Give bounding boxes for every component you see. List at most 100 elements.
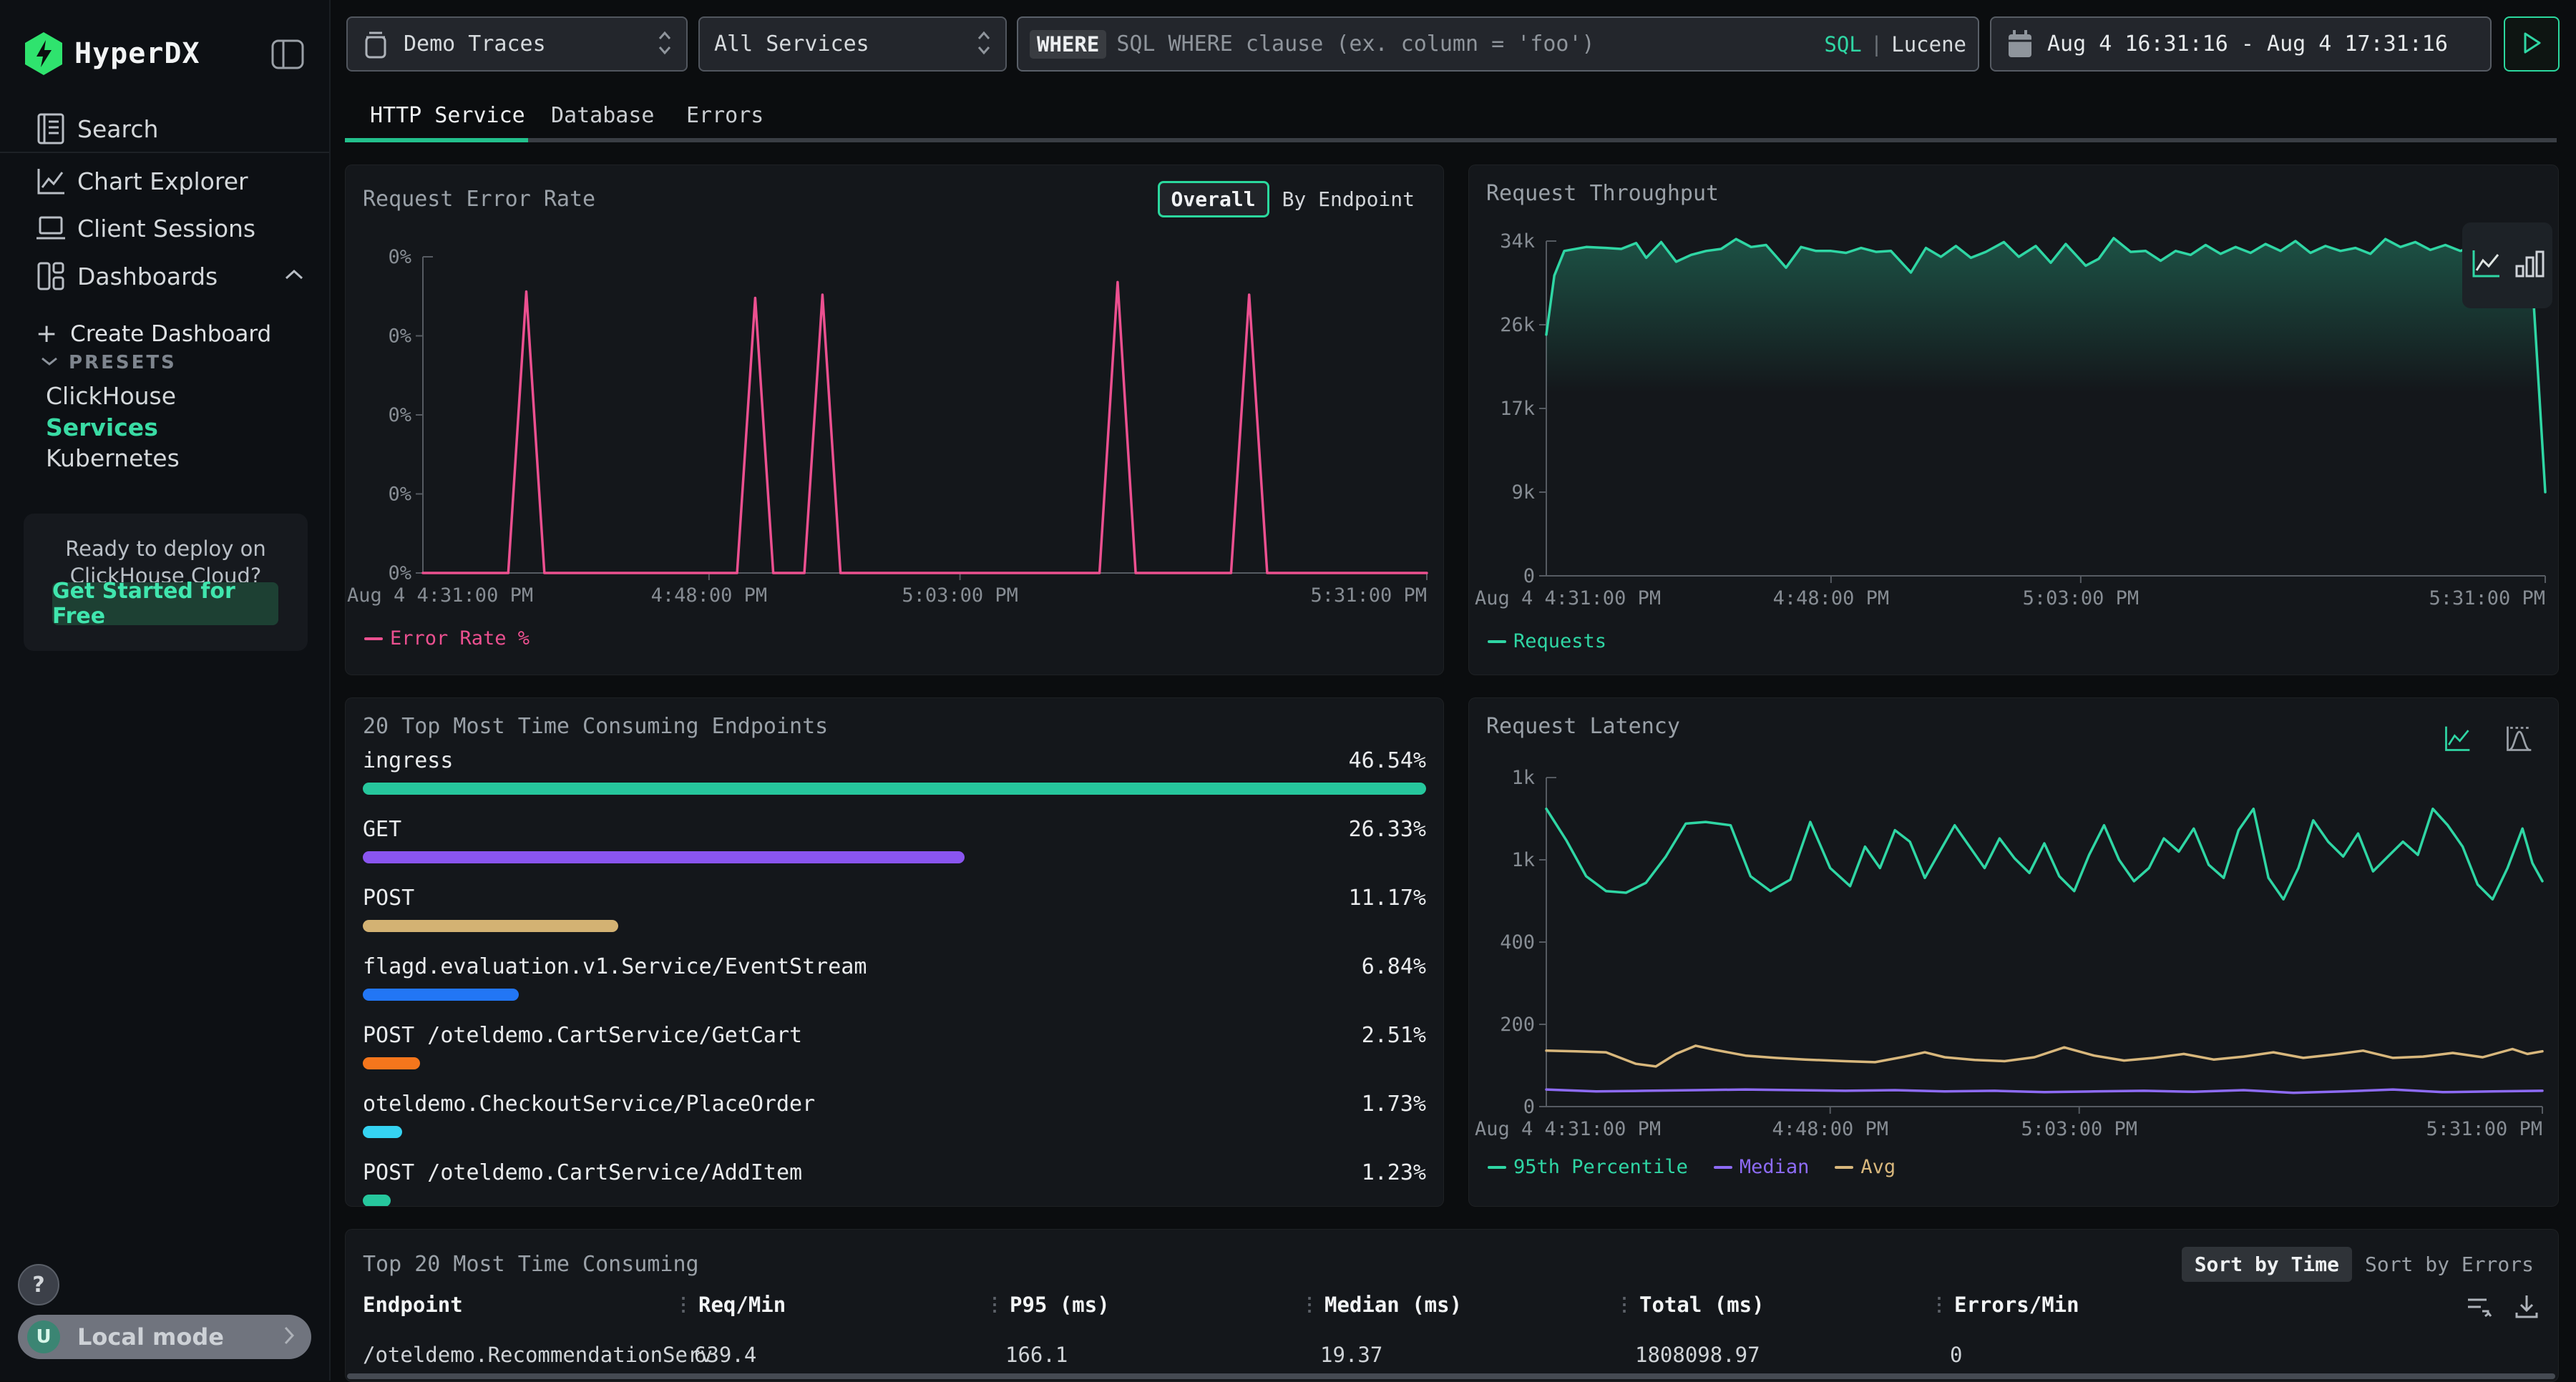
daterange-picker[interactable]: Aug 4 16:31:16 - Aug 4 17:31:16 — [1990, 16, 2492, 72]
svg-text:0: 0 — [1523, 1096, 1535, 1118]
throughput-chart[interactable]: 34k26k17k9k0Aug 4 4:31:00 PM4:48:00 PM5:… — [1469, 165, 2558, 675]
calendar-icon — [2006, 29, 2034, 60]
endpoint-label: ingress — [363, 748, 453, 774]
lucene-mode-toggle[interactable]: Lucene — [1891, 32, 1966, 57]
legend-entry[interactable]: Median — [1714, 1156, 1810, 1178]
table-row[interactable]: /oteldemo.RecommendationServ639.4166.119… — [363, 1343, 2541, 1367]
sort-button-sort-by-errors[interactable]: Sort by Errors — [2358, 1247, 2541, 1282]
endpoint-item[interactable]: oteldemo.CheckoutService/PlaceOrder1.73% — [363, 1092, 1426, 1160]
column-header[interactable]: Endpoint — [363, 1293, 674, 1317]
sidebar-item-client-sessions[interactable]: Client Sessions — [0, 205, 329, 252]
column-grip-icon[interactable]: ⋮ — [1615, 1294, 1634, 1315]
svg-text:5:31:00 PM: 5:31:00 PM — [2426, 1118, 2542, 1140]
endpoint-percent: 1.23% — [1362, 1160, 1426, 1186]
sidebar-item-services[interactable]: Services — [46, 413, 158, 441]
chevron-right-icon — [283, 1325, 296, 1349]
legend-label: Requests — [1513, 630, 1606, 652]
create-dashboard-button[interactable]: + Create Dashboard — [36, 319, 271, 348]
chevron-up-icon[interactable] — [283, 268, 305, 284]
sidebar-item-clickhouse[interactable]: ClickHouse — [46, 382, 176, 410]
tab-database[interactable]: Database — [551, 103, 655, 128]
service-select[interactable]: All Services — [698, 16, 1007, 72]
endpoint-item[interactable]: flagd.evaluation.v1.Service/EventStream6… — [363, 954, 1426, 1023]
svg-text:0%: 0% — [388, 562, 411, 584]
sidebar-item-label: Client Sessions — [77, 215, 255, 242]
table-cell: /oteldemo.RecommendationServ — [363, 1343, 674, 1367]
tab-errors[interactable]: Errors — [686, 103, 763, 128]
column-grip-icon[interactable]: ⋮ — [674, 1294, 693, 1315]
svg-text:1k: 1k — [1511, 849, 1535, 871]
column-header[interactable]: ⋮Total (ms) — [1615, 1293, 1930, 1317]
run-query-button[interactable] — [2504, 16, 2560, 72]
column-header[interactable]: ⋮P95 (ms) — [985, 1293, 1300, 1317]
play-icon — [2521, 31, 2542, 58]
table-cell: 639.4 — [674, 1343, 985, 1367]
endpoint-item[interactable]: GET26.33% — [363, 817, 1426, 886]
dashboard-grid-icon — [34, 260, 67, 293]
legend-entry[interactable]: 95th Percentile — [1488, 1156, 1688, 1178]
sidebar-collapse-icon[interactable] — [270, 39, 305, 70]
horizontal-scrollbar[interactable] — [347, 1373, 2555, 1379]
column-header[interactable]: ⋮Median (ms) — [1300, 1293, 1615, 1317]
endpoint-item[interactable]: ingress 46.54% — [363, 748, 1426, 817]
endpoint-percent: 46.54% — [1349, 748, 1426, 774]
legend-entry[interactable]: Requests — [1488, 630, 1606, 652]
sql-mode-toggle[interactable]: SQL — [1824, 32, 1861, 57]
svg-text:5:31:00 PM: 5:31:00 PM — [2429, 587, 2545, 609]
table-cell: 19.37 — [1300, 1343, 1615, 1367]
column-header[interactable]: ⋮Errors/Min — [1930, 1293, 2541, 1317]
sidebar-divider — [0, 152, 329, 153]
svg-text:0%: 0% — [388, 325, 411, 348]
journal-icon — [34, 112, 67, 146]
chart-type-toggle[interactable] — [2462, 222, 2552, 308]
sort-button-sort-by-time[interactable]: Sort by Time — [2182, 1247, 2352, 1282]
endpoint-bar — [363, 989, 519, 1001]
sidebar-item-kubernetes[interactable]: Kubernetes — [46, 444, 180, 472]
sidebar-item-dashboards[interactable]: Dashboards — [0, 253, 329, 300]
latency-chart[interactable]: 1k1k4002000Aug 4 4:31:00 PM4:48:00 PM5:0… — [1469, 698, 2558, 1206]
tab-http-service[interactable]: HTTP Service — [370, 103, 525, 128]
legend-label: Median — [1740, 1156, 1810, 1178]
get-started-button[interactable]: Get Started for Free — [52, 582, 278, 625]
svg-text:17k: 17k — [1500, 398, 1535, 420]
table-cell: 1808098.97 — [1615, 1343, 1930, 1367]
legend-entry[interactable]: Avg — [1835, 1156, 1896, 1178]
endpoint-bar — [363, 851, 965, 863]
panel-top-endpoints: 20 Top Most Time Consuming Endpoints ing… — [345, 697, 1444, 1207]
svg-text:0%: 0% — [388, 246, 411, 268]
user-menu[interactable]: U Local mode — [18, 1315, 311, 1359]
line-chart-icon[interactable] — [2469, 248, 2502, 283]
panel-request-error-rate: Request Error Rate Overall By Endpoint 0… — [345, 165, 1444, 675]
column-grip-icon[interactable]: ⋮ — [1930, 1294, 1948, 1315]
svg-text:5:03:00 PM: 5:03:00 PM — [2023, 587, 2140, 609]
bar-chart-icon[interactable] — [2514, 248, 2545, 283]
column-header[interactable]: ⋮Req/Min — [674, 1293, 985, 1317]
endpoint-percent: 1.73% — [1362, 1092, 1426, 1117]
svg-text:0: 0 — [1523, 565, 1535, 587]
sidebar-item-search[interactable]: Search — [0, 105, 329, 152]
table-cell: 0 — [1930, 1343, 2541, 1367]
help-button[interactable]: ? — [18, 1264, 59, 1305]
svg-text:4:48:00 PM: 4:48:00 PM — [1772, 1118, 1888, 1140]
presets-toggle[interactable]: PRESETS — [40, 352, 177, 373]
daterange-value: Aug 4 16:31:16 - Aug 4 17:31:16 — [2047, 31, 2448, 57]
error-rate-chart[interactable]: 0%0%0%0%0%Aug 4 4:31:00 PM4:48:00 PM5:03… — [346, 165, 1443, 675]
legend-dash — [1488, 640, 1506, 643]
endpoint-item[interactable]: POST11.17% — [363, 886, 1426, 954]
column-grip-icon[interactable]: ⋮ — [1300, 1294, 1319, 1315]
endpoint-label: POST /oteldemo.CartService/GetCart — [363, 1023, 802, 1049]
panel-request-throughput: Request Throughput 34k26k17k9k0Aug 4 4:3… — [1468, 165, 2559, 675]
endpoint-percent: 11.17% — [1349, 886, 1426, 911]
column-filter-icon[interactable] — [2465, 1293, 2494, 1324]
endpoint-bar — [363, 1057, 420, 1069]
endpoint-item[interactable]: POST /oteldemo.CartService/GetCart2.51% — [363, 1023, 1426, 1092]
legend-entry[interactable]: Error Rate % — [364, 627, 530, 650]
svg-text:26k: 26k — [1500, 314, 1535, 336]
table-cell: 166.1 — [985, 1343, 1300, 1367]
sidebar-item-chart-explorer[interactable]: Chart Explorer — [0, 157, 329, 205]
column-grip-icon[interactable]: ⋮ — [985, 1294, 1004, 1315]
download-icon[interactable] — [2512, 1293, 2541, 1324]
endpoint-item[interactable]: POST /oteldemo.CartService/AddItem1.23% — [363, 1160, 1426, 1207]
source-select[interactable]: Demo Traces — [346, 16, 688, 72]
search-input[interactable]: WHERE SQL WHERE clause (ex. column = 'fo… — [1017, 16, 1979, 72]
